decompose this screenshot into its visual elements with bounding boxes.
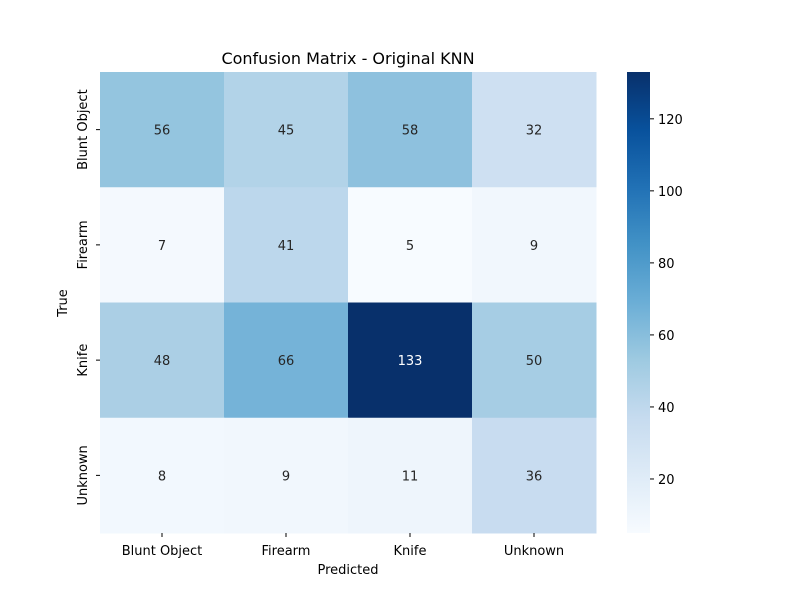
cell-value-label: 50 xyxy=(526,354,543,369)
heatmap-cells: 56 45 58 32 7 41 5 9 48 66 133 50 8 9 11 36 xyxy=(100,72,597,534)
cell-value-label: 32 xyxy=(526,124,543,139)
cell-value-label: 8 xyxy=(158,469,166,484)
heatmap-cell xyxy=(224,302,349,419)
colorbar xyxy=(627,72,650,533)
x-tick-label: Firearm xyxy=(262,544,311,559)
heatmap-cell xyxy=(100,187,225,303)
heatmap-cell xyxy=(472,417,597,534)
y-tick-label: Blunt Object xyxy=(76,89,91,170)
cell-value-label: 45 xyxy=(278,124,295,139)
y-axis-label: True xyxy=(56,289,71,318)
cell-value-label: 5 xyxy=(406,239,414,254)
heatmap-cell xyxy=(100,302,225,419)
heatmap-cell xyxy=(472,187,597,303)
y-tick-label: Knife xyxy=(76,344,91,377)
cell-value-label: 56 xyxy=(154,124,171,139)
heatmap-cell xyxy=(348,417,473,534)
heatmap-cell xyxy=(224,72,349,188)
x-axis-label: Predicted xyxy=(317,563,378,578)
y-axis-ticks: Blunt Object Firearm Knife Unknown xyxy=(76,89,100,506)
x-tick-label: Unknown xyxy=(504,544,564,559)
heatmap-cell xyxy=(348,72,473,188)
heatmap-cell xyxy=(224,417,349,534)
heatmap-cell xyxy=(472,302,597,419)
colorbar-tick-label: 80 xyxy=(658,257,675,272)
heatmap-cell xyxy=(348,187,473,303)
colorbar-ticks: 20 40 60 80 100 120 xyxy=(650,113,683,488)
cell-value-label: 66 xyxy=(278,354,295,369)
x-axis-ticks: Blunt Object Firearm Knife Unknown xyxy=(122,533,564,559)
heatmap-cell xyxy=(224,187,349,303)
cell-value-label: 133 xyxy=(398,354,423,369)
heatmap-cell xyxy=(100,72,225,188)
cell-value-label: 9 xyxy=(530,239,538,254)
colorbar-tick-label: 20 xyxy=(658,473,675,488)
colorbar-tick-label: 60 xyxy=(658,329,675,344)
cell-value-label: 58 xyxy=(402,124,419,139)
chart-title: Confusion Matrix - Original KNN xyxy=(221,49,474,68)
y-tick-label: Firearm xyxy=(76,220,91,269)
heatmap-cell xyxy=(348,302,473,419)
heatmap-cell xyxy=(100,417,225,534)
colorbar-tick-label: 40 xyxy=(658,401,675,416)
cell-value-label: 36 xyxy=(526,469,543,484)
x-tick-label: Knife xyxy=(394,544,427,559)
colorbar-tick-label: 120 xyxy=(658,113,683,128)
colorbar-tick-label: 100 xyxy=(658,185,683,200)
x-tick-label: Blunt Object xyxy=(122,544,203,559)
cell-value-label: 7 xyxy=(158,239,166,254)
cell-value-label: 48 xyxy=(154,354,171,369)
cell-value-label: 41 xyxy=(278,239,295,254)
cell-value-label: 9 xyxy=(282,469,290,484)
heatmap-cell xyxy=(472,72,597,188)
y-tick-label: Unknown xyxy=(76,445,91,505)
cell-value-label: 11 xyxy=(402,469,419,484)
